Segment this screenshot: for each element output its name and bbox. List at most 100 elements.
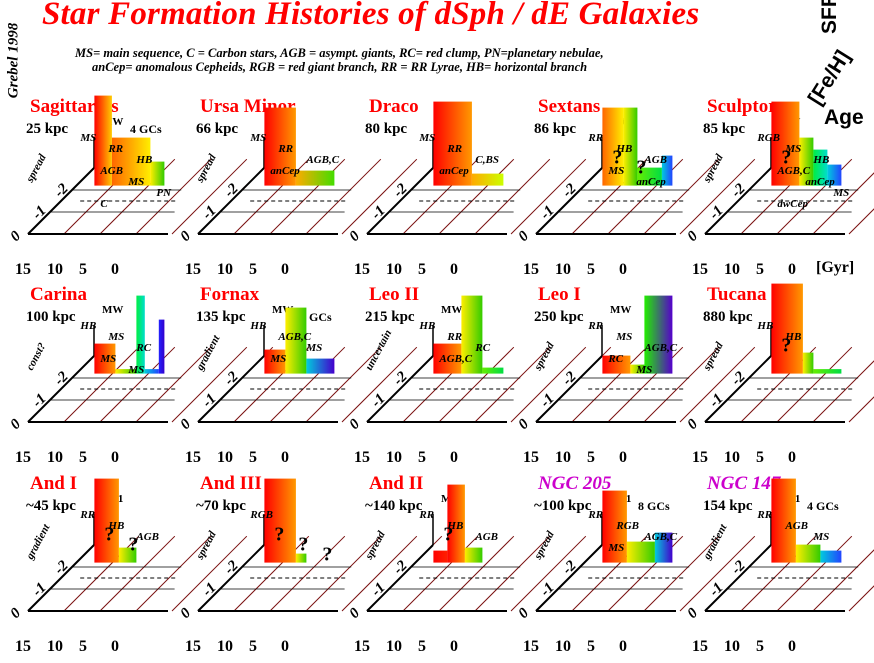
feh-tick-label: -2: [391, 368, 412, 389]
grid-diagonal: [643, 346, 720, 423]
age-unit-label: [Gyr]: [816, 259, 855, 276]
age-tick-label: 15: [354, 449, 370, 466]
population-label: RC: [607, 353, 623, 365]
age-tick-label: 5: [587, 638, 595, 655]
panel-distance: ~45 kpc: [26, 498, 76, 514]
sfr-bar: [433, 101, 472, 186]
population-label: RR: [756, 509, 772, 521]
feh-tick-label: -1: [538, 391, 558, 411]
feh-axis: [535, 167, 603, 235]
grid-diagonal: [341, 158, 418, 235]
uncertainty-mark: ?: [781, 335, 791, 357]
panel-distance: 154 kpc: [703, 498, 753, 514]
age-tick-label: 5: [756, 261, 764, 278]
feh-tick-label: -1: [200, 580, 220, 600]
grid-diagonal: [99, 535, 176, 612]
feh-spread-label: spread: [363, 529, 388, 562]
feh-tick-label: -1: [200, 203, 220, 223]
panel-distance: 100 kpc: [26, 309, 76, 325]
feh-axis: [197, 355, 265, 423]
population-label: AGB,C: [643, 531, 677, 543]
panel-distance: 250 kpc: [534, 309, 584, 325]
feh-spread-label: gradient: [194, 332, 223, 373]
sfr-bar: [94, 343, 116, 374]
sfr-bar: [482, 367, 504, 374]
feh-axis: [197, 167, 265, 235]
panel-title: Fornax: [200, 284, 260, 305]
age-tick-label: 5: [587, 449, 595, 466]
panel-distance: 880 kpc: [703, 309, 753, 325]
grid-diagonal: [135, 158, 212, 235]
feh-axis: [366, 355, 434, 423]
age-tick-label: 15: [185, 638, 201, 655]
panel-gcs: 8 GCs: [638, 499, 670, 513]
uncertainty-mark: ?: [636, 157, 646, 179]
grid-diagonal: [848, 208, 874, 235]
grid-diagonal: [341, 535, 418, 612]
population-label: MS: [127, 364, 144, 376]
sfr-bar: [602, 107, 624, 186]
sfr-bar: [602, 490, 627, 563]
grid-diagonal: [171, 346, 248, 423]
grid-diagonal: [510, 346, 587, 423]
feh-spread-label: uncertain: [363, 328, 394, 372]
sfr-bar: [802, 352, 814, 374]
panel-gcs: 4 GCs: [807, 499, 839, 513]
age-tick-label: 5: [79, 261, 87, 278]
population-label: AGB: [474, 531, 498, 543]
feh-spread-label: spread: [701, 340, 726, 373]
population-label: AGB: [135, 531, 159, 543]
sfr-bar: [827, 164, 842, 186]
feh-tick-label: 0: [8, 228, 25, 245]
population-label: MS: [127, 176, 144, 188]
grid-diagonal: [643, 535, 720, 612]
age-tick-label: 15: [354, 638, 370, 655]
feh-spread-label: spread: [532, 529, 557, 562]
age-tick-label: 5: [756, 638, 764, 655]
age-tick-label: 10: [555, 261, 571, 278]
feh-tick-label: -2: [52, 557, 73, 578]
population-label: anCep: [439, 165, 469, 177]
feh-spread-label: spread: [532, 340, 557, 373]
feh-tick-label: 0: [685, 228, 702, 245]
feh-axis: [27, 355, 95, 423]
feh-tick-label: -2: [391, 557, 412, 578]
feh-tick-label: -2: [222, 368, 243, 389]
age-tick-label: 15: [15, 449, 31, 466]
feh-tick-label: -1: [30, 580, 50, 600]
uncertainty-mark: ?: [298, 534, 308, 556]
feh-tick-label: 0: [178, 228, 195, 245]
age-tick-label: 5: [418, 261, 426, 278]
grid-diagonal: [679, 346, 756, 423]
population-label: PN: [156, 187, 172, 199]
sfr-bar: [295, 170, 335, 186]
age-tick-label: 5: [249, 261, 257, 278]
population-label: MS: [249, 132, 266, 144]
population-label: HB: [249, 320, 266, 332]
panel-host: MW: [102, 304, 123, 316]
population-label: RGB: [615, 520, 639, 532]
feh-axis: [27, 167, 95, 235]
panel-distance: 85 kpc: [703, 121, 745, 137]
sfr-bar: [820, 550, 842, 563]
legend-line-1: MS= main sequence, C = Carbon stars, AGB…: [75, 46, 604, 60]
grid-diagonal: [474, 535, 551, 612]
population-label: MS: [615, 331, 632, 343]
population-label: HB: [756, 320, 773, 332]
age-tick-label: 0: [281, 638, 289, 655]
panel-title: Leo II: [369, 284, 419, 305]
population-label: anCep: [636, 176, 666, 188]
population-label: HB: [812, 154, 829, 166]
sfr-bar: [626, 541, 655, 563]
grid-diagonal: [305, 346, 382, 423]
feh-axis: [366, 167, 434, 235]
feh-tick-label: -2: [729, 180, 750, 201]
age-tick-label: 0: [788, 261, 796, 278]
sfr-bar: [464, 547, 483, 563]
population-label: MS: [107, 331, 124, 343]
age-tick-label: 10: [386, 638, 402, 655]
population-label: AGB,C: [776, 165, 810, 177]
age-tick-label: 0: [450, 638, 458, 655]
feh-tick-label: 0: [347, 228, 364, 245]
